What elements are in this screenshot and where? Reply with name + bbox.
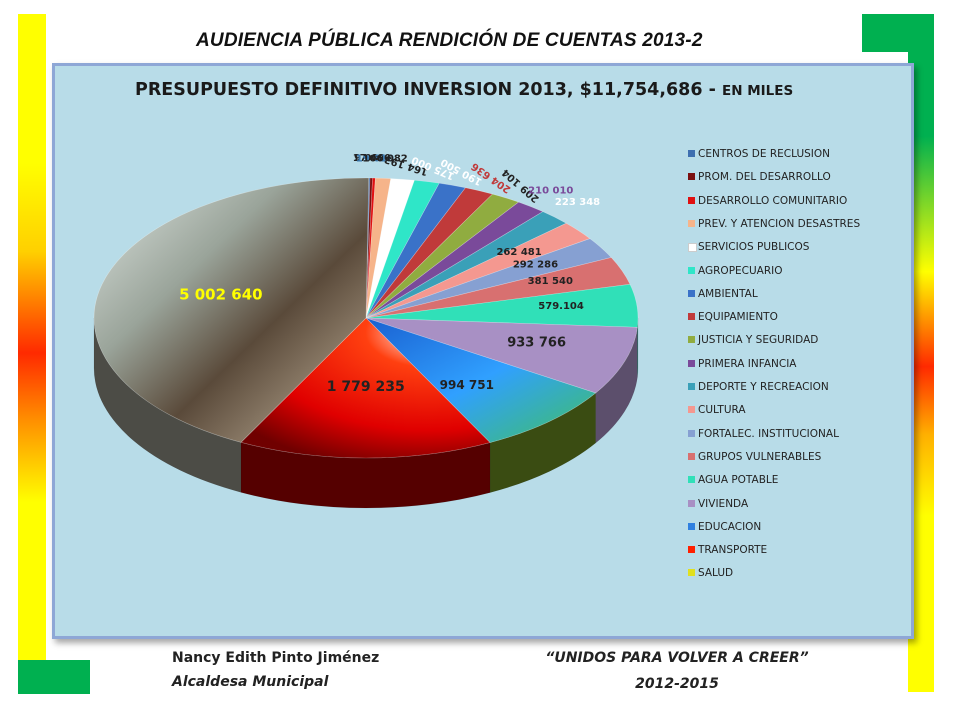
legend-swatch	[688, 383, 695, 390]
data-label-3: 106 082	[363, 154, 408, 165]
legend-label: DEPORTE Y RECREACION	[698, 381, 829, 393]
pie-slice-18	[93, 177, 370, 443]
legend-label: TRANSPORTE	[698, 544, 768, 557]
chart-title-unit: EN MILES	[721, 83, 794, 99]
data-label-15: 933 766	[507, 336, 566, 351]
pie-slice-12	[365, 238, 612, 319]
pie-slice-1	[365, 177, 373, 319]
pie-slice-11	[365, 222, 591, 319]
legend-swatch	[688, 359, 695, 367]
pie-slice-4	[365, 178, 415, 319]
data-label-12: 292 286	[513, 259, 558, 270]
data-label-1: 17 400	[353, 153, 391, 164]
legend-label: FORTALEC. INSTITUCIONAL	[698, 427, 839, 440]
pie-slice-10	[365, 211, 567, 319]
top-right-green-block	[862, 14, 934, 52]
data-label-2: 19 610	[356, 153, 394, 164]
author-name: Nancy Edith Pinto Jiménez	[172, 650, 380, 666]
legend-swatch	[688, 569, 695, 577]
legend-swatch	[688, 499, 695, 507]
legend-label: PREV. Y ATENCION DESASTRES	[698, 217, 861, 230]
years: 2012-2015	[635, 676, 719, 692]
legend-label: PROM. DEL DESARROLLO	[698, 171, 831, 184]
pie-slice-14	[365, 283, 639, 328]
legend-swatch	[688, 336, 695, 344]
data-label-10: 223 348	[555, 197, 600, 208]
legend-swatch	[688, 173, 695, 181]
legend-swatch	[688, 429, 695, 437]
pie-slice-5	[365, 179, 440, 319]
pie-slice-8	[365, 193, 520, 319]
data-label-16: 994 751	[440, 378, 494, 392]
legend-swatch	[688, 243, 697, 253]
pie-slice-9	[365, 201, 544, 319]
legend-swatch	[688, 150, 695, 157]
pie-slice-0	[365, 177, 371, 319]
legend-swatch	[688, 452, 695, 460]
data-label-9: 210 010	[528, 185, 573, 196]
pie-slice-17	[240, 317, 491, 459]
legend-label: DESARROLLO COMUNITARIO	[698, 194, 848, 207]
slogan: “UNIDOS PARA VOLVER A CREER”	[545, 650, 809, 666]
legend-swatch	[688, 476, 695, 484]
pie-slice-6	[365, 182, 467, 319]
left-decorative-bar	[18, 14, 46, 692]
legend-swatch	[688, 219, 695, 227]
legend-label: CENTROS DE RECLUSION	[698, 148, 831, 160]
data-label-13: 381 540	[528, 276, 573, 287]
data-label-14: 579.104	[538, 301, 584, 312]
legend-swatch	[688, 522, 695, 530]
legend-label: EQUIPAMIENTO	[698, 311, 778, 324]
legend-swatch	[688, 196, 695, 204]
legend-label: JUSTICIA Y SEGURIDAD	[698, 334, 819, 347]
data-label-0: 9 000	[354, 153, 385, 164]
legend-label: CULTURA	[698, 404, 746, 417]
legend-label: AGROPECUARIO	[698, 264, 783, 277]
legend-swatch	[688, 266, 695, 274]
legend-label: SERVICIOS PUBLICOS	[698, 241, 810, 254]
legend-label: SALUD	[698, 567, 734, 580]
bottom-left-green-block	[18, 660, 90, 694]
pie-slice-15	[365, 317, 638, 394]
author-role: Alcaldesa Municipal	[172, 674, 329, 690]
slide-title: AUDIENCIA PÚBLICA RENDICIÓN DE CUENTAS 2…	[196, 30, 703, 51]
pie-slice-7	[365, 187, 494, 319]
legend-swatch	[688, 546, 695, 554]
pie-slice-13	[365, 257, 631, 319]
legend-label: VIVIENDA	[698, 497, 749, 510]
legend-label: AMBIENTAL	[698, 287, 758, 300]
chart-title-main: PRESUPUESTO DEFINITIVO INVERSION 2013, $…	[135, 80, 722, 100]
legend-swatch	[688, 289, 695, 297]
data-label-18: 5 002 640	[179, 285, 263, 303]
legend-label: EDUCACION	[698, 520, 762, 533]
data-label-17: 1 779 235	[327, 379, 405, 395]
legend-swatch	[688, 313, 695, 321]
legend-label: PRIMERA INFANCIA	[698, 357, 797, 370]
legend-label: AGUA POTABLE	[698, 474, 779, 487]
data-label-11: 262 481	[496, 247, 541, 258]
legend-swatch	[688, 406, 695, 414]
pie-slice-16	[365, 317, 597, 443]
chart-title: PRESUPUESTO DEFINITIVO INVERSION 2013, $…	[135, 80, 793, 100]
pie-slice-2	[365, 177, 376, 319]
pie-slice-3	[365, 177, 392, 319]
legend-label: GRUPOS VULNERABLES	[698, 450, 822, 463]
